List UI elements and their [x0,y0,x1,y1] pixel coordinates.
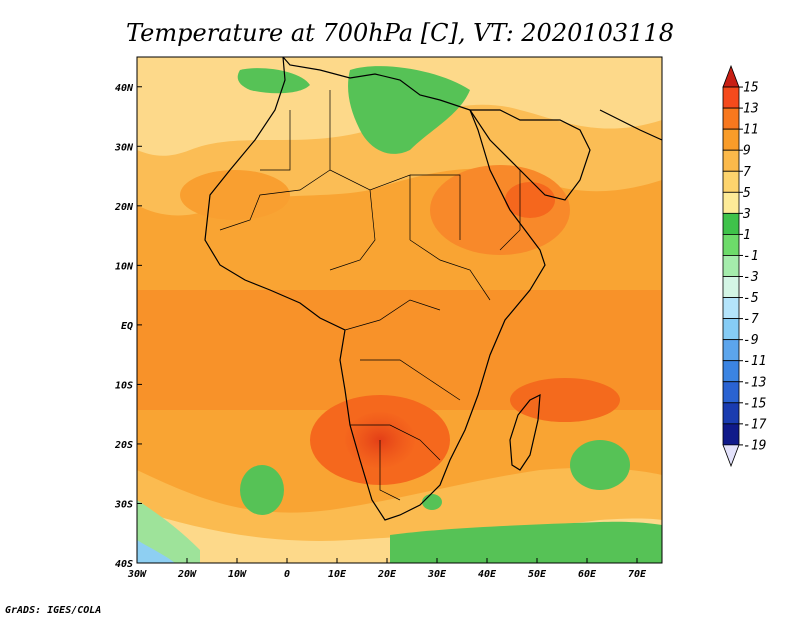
colorbar-label: -7 [743,312,759,327]
colorbar-label: -19 [743,438,766,453]
colorbar-label: -11 [743,354,766,369]
colorbar-label: -13 [743,375,766,390]
colorbar-segment [722,191,740,214]
colorbar-label: -15 [743,396,767,411]
lat-tick-label: 30S [114,499,133,510]
lon-tick-label: 40E [478,569,497,580]
colorbar-label: 5 [743,186,751,201]
colorbar-segment [722,402,740,425]
colorbar-segment [722,318,740,341]
lat-tick-label: 40N [115,83,134,94]
colorbar-segment [722,86,740,109]
lat-tick-label: 10S [115,380,133,391]
colorbar-segment [722,297,740,319]
colorbar-segment [722,128,740,151]
map-frame [136,56,663,564]
lon-tick-label: 30W [127,569,147,580]
colorbar-label: 15 [743,81,759,96]
colorbar-top-arrow [722,64,740,88]
colorbar-label: -3 [743,270,759,285]
colorbar-segment [722,360,740,383]
colorbar-label: 9 [743,144,751,159]
lat-tick-label: EQ [121,321,133,332]
colorbar-label: 7 [743,165,751,180]
colorbar: 15 13 11 9 7 5 3 1 -1 -3 -5 -7 -9 -11 -13 -15 -17 -19 [722,64,767,468]
colorbar-label: 11 [743,123,759,138]
lat-tick-label: 10N [115,261,134,272]
credit-label: GrADS: IGES/COLA [5,605,101,616]
lon-tick-label: 70E [628,569,647,580]
colorbar-label: -9 [743,333,759,348]
colorbar-label: 3 [742,207,751,222]
longitude-axis: 30W 20W 10W 0 10E 20E 30E 40E 50E 60E 70E [127,558,647,580]
lon-tick-label: 10E [328,569,347,580]
colorbar-segment [722,423,740,446]
temperature-field [137,57,662,563]
lat-tick-label: 20N [114,202,134,213]
coastlines [204,57,662,521]
colorbar-label: 1 [743,228,751,243]
lon-tick-label: 0 [284,569,290,580]
map-title: Temperature at 700hPa [C], VT: 202010311… [126,19,674,47]
latitude-axis: 40N 30N 20N 10N EQ 10S 20S 30S 40S [114,83,142,570]
colorbar-segment [722,107,740,130]
colorbar-segment [722,233,740,256]
colorbar-segment [722,212,740,235]
lon-tick-label: 20E [377,569,397,580]
lon-tick-label: 60E [578,569,597,580]
lat-tick-label: 30N [114,142,134,153]
colorbar-segment [722,339,740,362]
colorbar-segment [722,255,740,277]
lon-tick-label: 50E [528,569,547,580]
lon-tick-label: 30E [427,569,447,580]
colorbar-segment [722,276,740,298]
lon-tick-label: 10W [228,569,247,580]
colorbar-label: -5 [743,291,759,306]
lat-tick-label: 40S [115,559,133,570]
colorbar-label: -17 [743,417,767,432]
country-borders [219,90,521,501]
colorbar-bottom-arrow [722,444,740,468]
colorbar-label: 13 [743,102,759,117]
colorbar-segment [722,149,740,172]
lon-tick-label: 20W [177,569,197,580]
colorbar-segment [722,381,740,404]
colorbar-segment [722,170,740,193]
lat-tick-label: 20S [114,440,133,451]
colorbar-label: -1 [743,249,759,264]
